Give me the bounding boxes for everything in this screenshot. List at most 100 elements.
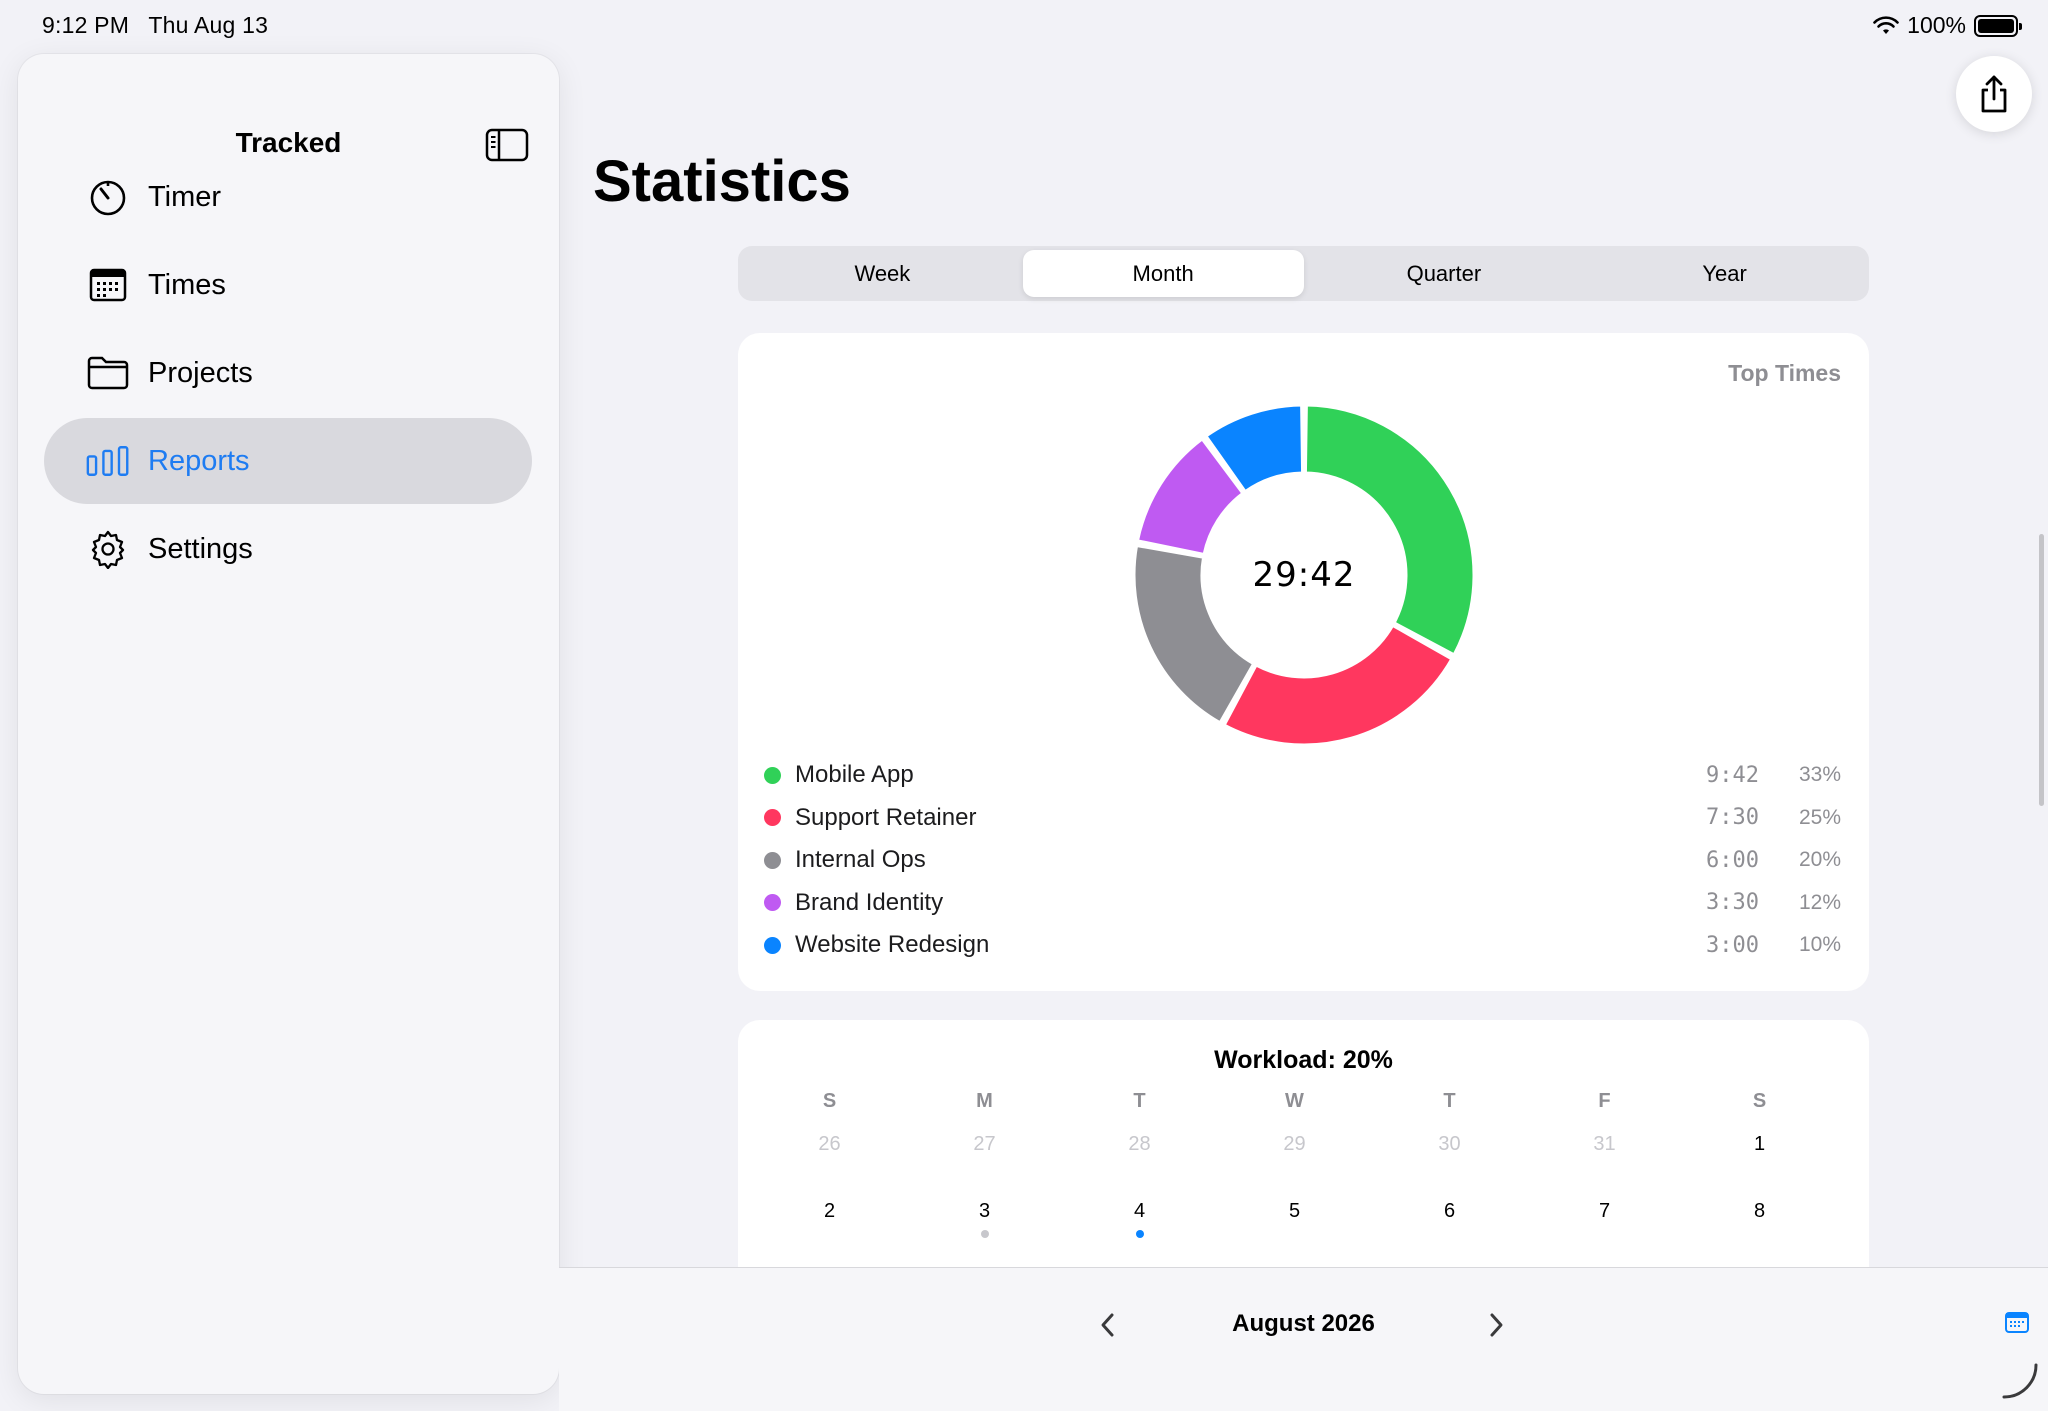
calendar-day[interactable]: 3 bbox=[907, 1200, 1062, 1238]
legend-row[interactable]: Support Retainer 7:30 25% bbox=[764, 797, 1841, 840]
legend-row[interactable]: Mobile App 9:42 33% bbox=[764, 754, 1841, 797]
share-button[interactable] bbox=[1956, 56, 2032, 132]
timer-icon bbox=[86, 177, 130, 217]
legend-color-dot bbox=[764, 809, 781, 827]
legend-row[interactable]: Internal Ops 6:00 20% bbox=[764, 839, 1841, 882]
calendar-day[interactable]: 8 bbox=[1682, 1200, 1837, 1223]
project-percent: 33% bbox=[1798, 763, 1841, 787]
project-name: Internal Ops bbox=[795, 846, 926, 874]
legend-color-dot bbox=[764, 936, 781, 954]
calendar-day[interactable]: 31 bbox=[1527, 1133, 1682, 1156]
sidebar-item-settings[interactable]: Settings bbox=[44, 506, 532, 592]
calendar-icon bbox=[86, 265, 130, 305]
segment-year[interactable]: Year bbox=[1702, 260, 1747, 286]
calendar-day[interactable]: 6 bbox=[1372, 1200, 1527, 1223]
calendar-icon[interactable] bbox=[2004, 1310, 2030, 1334]
share-icon bbox=[1981, 75, 2007, 113]
sidebar-item-reports[interactable]: Reports bbox=[44, 418, 532, 504]
sidebar-item-timer[interactable]: Timer bbox=[44, 154, 532, 240]
legend-color-dot bbox=[764, 851, 781, 869]
donut-slice[interactable] bbox=[1204, 403, 1305, 494]
sidebar-item-label: Projects bbox=[148, 356, 253, 389]
project-name: Website Redesign bbox=[795, 931, 990, 959]
segment-week[interactable]: Week bbox=[854, 260, 911, 286]
project-time: 3:30 bbox=[1706, 890, 1759, 916]
calendar-day[interactable]: 2 bbox=[752, 1200, 907, 1223]
weekday-label: W bbox=[1285, 1090, 1304, 1112]
bar-chart-icon bbox=[86, 441, 130, 481]
calendar-day[interactable]: 28 bbox=[1062, 1133, 1217, 1156]
resize-handle-icon[interactable] bbox=[2000, 1361, 2040, 1401]
card-title: Top Times bbox=[1728, 360, 1841, 386]
calendar-day[interactable]: 7 bbox=[1527, 1200, 1682, 1223]
donut-slice[interactable] bbox=[1222, 623, 1454, 747]
donut-slice[interactable] bbox=[1303, 403, 1476, 657]
legend-row[interactable]: Website Redesign 3:00 10% bbox=[764, 924, 1841, 967]
page-title: Statistics bbox=[593, 149, 851, 214]
day-number: 30 bbox=[1438, 1133, 1461, 1155]
project-name: Brand Identity bbox=[795, 888, 944, 916]
legend-color-dot bbox=[764, 894, 781, 912]
donut-slice[interactable] bbox=[1132, 543, 1256, 725]
weekday-label: S bbox=[1752, 1090, 1767, 1112]
calendar-week: 26 27 28 29 30 31 1 bbox=[752, 1133, 1837, 1156]
day-number: 3 bbox=[978, 1200, 991, 1222]
sidebar-item-times[interactable]: Times bbox=[44, 242, 532, 328]
chevron-left-icon[interactable] bbox=[1096, 1310, 1120, 1340]
calendar-day[interactable]: 26 bbox=[752, 1133, 907, 1156]
project-name: Support Retainer bbox=[795, 803, 977, 831]
workload-label: Workload: 20% bbox=[1214, 1046, 1393, 1074]
project-percent: 20% bbox=[1798, 848, 1841, 872]
sidebar-item-label: Times bbox=[148, 268, 226, 301]
sidebar-nav: Timer Times Projects Reports Settings bbox=[44, 154, 532, 594]
day-number: 4 bbox=[1133, 1200, 1146, 1222]
scroll-indicator[interactable] bbox=[2039, 534, 2044, 806]
activity-dot bbox=[980, 1230, 989, 1238]
project-time: 3:00 bbox=[1706, 932, 1759, 958]
calendar-day[interactable]: 27 bbox=[907, 1133, 1062, 1156]
donut-slice[interactable] bbox=[1135, 437, 1245, 556]
sidebar-toggle-icon[interactable] bbox=[485, 127, 529, 163]
time-label: 9:12 PM bbox=[42, 12, 130, 38]
battery-percent: 100% bbox=[1907, 12, 1966, 38]
month-navigation-bar: August 2026 bbox=[559, 1267, 2048, 1411]
donut-chart bbox=[1132, 403, 1476, 747]
calendar-day[interactable]: 1 bbox=[1682, 1133, 1837, 1156]
segment-month[interactable]: Month bbox=[1022, 250, 1304, 297]
day-number: 2 bbox=[823, 1200, 836, 1222]
sidebar-item-label: Timer bbox=[148, 180, 222, 213]
period-segmented-control: Week Month Quarter Year bbox=[738, 246, 1869, 301]
weekday-label: T bbox=[1133, 1090, 1146, 1112]
weekday-label: F bbox=[1598, 1090, 1611, 1112]
sidebar: Tracked Timer Times Projects bbox=[18, 54, 559, 1394]
donut-total: 29:42 bbox=[1252, 555, 1356, 595]
project-name: Mobile App bbox=[795, 761, 914, 789]
day-number: 29 bbox=[1283, 1133, 1306, 1155]
day-number: 26 bbox=[818, 1133, 841, 1155]
activity-dot bbox=[1135, 1230, 1144, 1238]
calendar-day[interactable]: 30 bbox=[1372, 1133, 1527, 1156]
day-number: 8 bbox=[1753, 1200, 1766, 1222]
day-number: 7 bbox=[1598, 1200, 1611, 1222]
sidebar-item-projects[interactable]: Projects bbox=[44, 330, 532, 416]
calendar-day[interactable]: 5 bbox=[1217, 1200, 1372, 1223]
app-title: Tracked bbox=[235, 127, 342, 158]
legend-row[interactable]: Brand Identity 3:30 12% bbox=[764, 882, 1841, 925]
legend: Mobile App 9:42 33% Support Retainer 7:30 25%… bbox=[764, 754, 1841, 967]
project-time: 7:30 bbox=[1706, 805, 1759, 831]
sidebar-item-label: Settings bbox=[148, 532, 253, 565]
day-number: 28 bbox=[1128, 1133, 1151, 1155]
day-number: 27 bbox=[973, 1133, 996, 1155]
wifi-icon bbox=[1873, 15, 1899, 34]
project-percent: 10% bbox=[1798, 933, 1841, 957]
day-number: 5 bbox=[1288, 1200, 1301, 1222]
legend-color-dot bbox=[764, 766, 781, 784]
segment-quarter[interactable]: Quarter bbox=[1406, 260, 1482, 286]
status-bar-right: 100% bbox=[1873, 12, 2022, 39]
weekday-label: M bbox=[976, 1090, 993, 1112]
project-percent: 12% bbox=[1798, 890, 1841, 914]
calendar-day[interactable]: 4 bbox=[1062, 1200, 1217, 1238]
chevron-right-icon[interactable] bbox=[1484, 1310, 1508, 1340]
calendar-day[interactable]: 29 bbox=[1217, 1133, 1372, 1156]
